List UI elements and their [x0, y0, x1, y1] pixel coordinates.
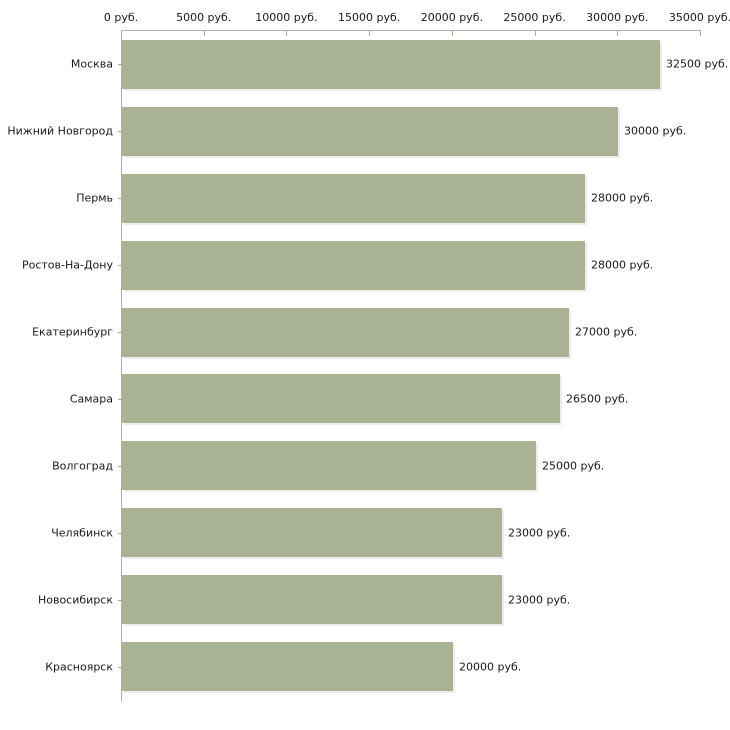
x-axis-tick-label: 25000 руб.: [503, 11, 566, 24]
y-axis-tick-mark: [118, 466, 122, 467]
y-axis-tick-mark: [118, 399, 122, 400]
y-axis-category-label: Новосибирск: [37, 593, 113, 607]
x-axis-tick-label: 15000 руб.: [338, 11, 401, 24]
y-axis-category-label: Волгоград: [52, 459, 113, 473]
x-axis-tick-label: 0 руб.: [103, 11, 139, 24]
x-axis-tick-label: 35000 руб.: [668, 11, 730, 24]
bar-value-label: 30000 руб.: [624, 124, 687, 138]
bar[interactable]: [122, 107, 618, 156]
bar-value-label: 32500 руб.: [666, 57, 729, 71]
y-axis-category-label: Нижний Новгород: [7, 124, 113, 138]
bar[interactable]: [122, 374, 560, 423]
bar-value-label: 23000 руб.: [508, 593, 571, 607]
y-axis-category-label: Челябинск: [51, 526, 113, 540]
y-axis-tick-mark: [118, 600, 122, 601]
bar-value-label: 26500 руб.: [566, 392, 629, 406]
x-axis-tick-mark: [451, 31, 453, 36]
bar-value-label: 27000 руб.: [575, 325, 638, 339]
x-axis-tick-mark: [369, 31, 371, 36]
bar[interactable]: [122, 508, 502, 557]
bar[interactable]: [122, 642, 453, 691]
bar-value-label: 28000 руб.: [591, 191, 654, 205]
y-axis-tick-mark: [118, 265, 122, 266]
y-axis-tick-mark: [118, 533, 122, 534]
x-axis-tick-label: 5000 руб.: [176, 11, 232, 24]
y-axis-tick-mark: [118, 64, 122, 65]
bar[interactable]: [122, 241, 585, 290]
y-axis-category-label: Ростов-На-Дону: [21, 258, 113, 272]
y-axis-category-label: Красноярск: [45, 660, 113, 674]
y-axis-tick-mark: [118, 332, 122, 333]
y-axis-category-label: Самара: [69, 392, 113, 406]
y-axis-tick-mark: [118, 198, 122, 199]
x-axis-tick-label: 30000 руб.: [586, 11, 649, 24]
bar[interactable]: [122, 40, 660, 89]
y-axis-line: [121, 30, 122, 701]
bar[interactable]: [122, 575, 502, 624]
x-axis-tick-mark: [700, 31, 701, 36]
x-axis-tick-label: 10000 руб.: [255, 11, 318, 24]
x-axis-tick-mark: [286, 31, 288, 36]
x-axis-tick-mark: [617, 31, 619, 36]
x-axis-line: [121, 30, 701, 31]
y-axis-category-label: Москва: [70, 57, 113, 71]
bar[interactable]: [122, 174, 585, 223]
y-axis-category-label: Екатеринбург: [32, 325, 113, 339]
bar[interactable]: [122, 441, 536, 490]
bar-value-label: 23000 руб.: [508, 526, 571, 540]
x-axis-tick-label: 20000 руб.: [420, 11, 483, 24]
y-axis-tick-mark: [118, 131, 122, 132]
bar[interactable]: [122, 308, 569, 357]
bar-value-label: 28000 руб.: [591, 258, 654, 272]
y-axis-tick-mark: [118, 667, 122, 668]
y-axis-category-label: Пермь: [76, 191, 113, 205]
bar-value-label: 20000 руб.: [459, 660, 522, 674]
bar-value-label: 25000 руб.: [542, 459, 605, 473]
x-axis-tick-mark: [121, 31, 122, 36]
x-axis-tick-mark: [203, 31, 205, 36]
x-axis-tick-mark: [534, 31, 536, 36]
